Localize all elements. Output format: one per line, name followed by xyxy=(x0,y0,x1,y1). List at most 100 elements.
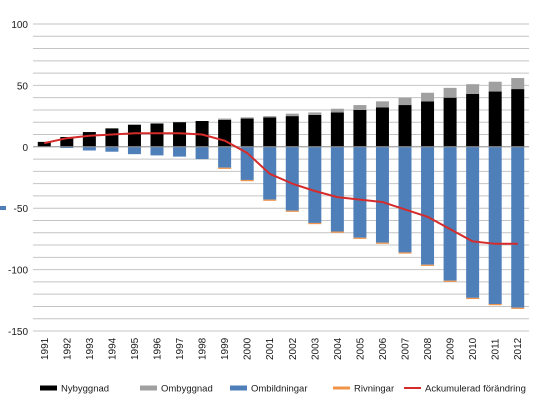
bar-ombildningar-1999 xyxy=(218,146,232,168)
bar-ombildningar-1998 xyxy=(195,146,209,160)
bar-ombildningar-2012 xyxy=(511,146,525,308)
y-tick-label: 100 xyxy=(11,20,28,31)
bar-nybyggnad-1991 xyxy=(37,141,51,147)
x-tick-label: 1994 xyxy=(107,337,118,360)
bar-rivningar-2009 xyxy=(443,280,457,282)
x-tick-label: 1992 xyxy=(62,337,73,360)
legend-label: Ombildningar xyxy=(251,384,308,395)
bar-ombildningar-2011 xyxy=(488,146,502,304)
x-tick-label: 2009 xyxy=(446,337,457,360)
bar-rivningar-2010 xyxy=(466,297,480,300)
bar-rivningar-2006 xyxy=(375,242,389,244)
bar-rivningar-2012 xyxy=(511,307,525,309)
bar-ombildningar-2006 xyxy=(375,146,389,243)
bar-ombyggnad-2004 xyxy=(330,108,344,113)
x-tick-label: 2001 xyxy=(265,337,276,360)
legend-swatch xyxy=(40,385,57,391)
bar-nybyggnad-2012 xyxy=(511,89,525,147)
legend-label: Rivningar xyxy=(354,384,394,395)
bar-nybyggnad-2008 xyxy=(421,101,435,147)
legend-swatch xyxy=(140,385,157,391)
bar-nybyggnad-2003 xyxy=(308,114,322,147)
x-tick-label: 2010 xyxy=(468,337,479,360)
bar-ombyggnad-2005 xyxy=(353,105,367,110)
x-tick-label: 1999 xyxy=(220,337,231,360)
bar-ombildningar-2005 xyxy=(353,146,367,238)
bar-nybyggnad-1996 xyxy=(150,123,164,147)
x-tick-label: 2000 xyxy=(243,337,254,360)
bar-ombyggnad-2010 xyxy=(466,84,480,94)
bar-ombildningar-2004 xyxy=(330,146,344,232)
bar-nybyggnad-1994 xyxy=(105,128,119,147)
x-tick-label: 1995 xyxy=(130,337,141,360)
x-tick-label: 2007 xyxy=(401,337,412,360)
bar-ombildningar-1995 xyxy=(127,146,141,155)
bar-ombyggnad-1999 xyxy=(218,118,232,120)
bar-nybyggnad-2006 xyxy=(375,107,389,147)
bar-ombildningar-2002 xyxy=(285,146,299,211)
bar-nybyggnad-2009 xyxy=(443,97,457,147)
bar-ombildningar-1997 xyxy=(173,146,187,157)
bar-rivningar-2011 xyxy=(488,303,502,306)
bar-nybyggnad-2011 xyxy=(488,91,502,147)
bar-rivningar-2008 xyxy=(421,264,435,266)
bar-rivningar-1999 xyxy=(218,167,232,169)
bar-ombildningar-1996 xyxy=(150,146,164,156)
bar-nybyggnad-2005 xyxy=(353,109,367,147)
y-tick-label: -100 xyxy=(8,266,28,277)
bar-nybyggnad-1993 xyxy=(82,132,96,147)
bar-rivningar-2002 xyxy=(285,210,299,212)
bar-nybyggnad-2004 xyxy=(330,112,344,147)
x-tick-label: 1991 xyxy=(40,337,51,360)
x-tick-label: 2005 xyxy=(355,337,366,360)
bar-ombyggnad-2011 xyxy=(488,81,502,92)
bar-ombildningar-2010 xyxy=(466,146,480,298)
bar-ombildningar-1993 xyxy=(82,146,96,151)
bar-nybyggnad-1992 xyxy=(60,136,74,147)
bar-rivningar-2004 xyxy=(330,231,344,233)
x-tick-label: 1993 xyxy=(85,337,96,360)
legend-label: Nybyggnad xyxy=(61,384,109,395)
x-tick-label: 2003 xyxy=(310,337,321,360)
bar-nybyggnad-2007 xyxy=(398,105,412,147)
legend: Nybyggnad Ombyggnad Ombildningar Rivningar A… xyxy=(40,384,526,395)
legend-swatch xyxy=(230,385,247,391)
y-tick-label: -150 xyxy=(8,327,28,338)
x-tick-label: 2011 xyxy=(491,338,502,360)
bar-ombildningar-2007 xyxy=(398,146,412,253)
bar-nybyggnad-2002 xyxy=(285,116,299,147)
x-tick-label: 2004 xyxy=(333,337,344,360)
bar-nybyggnad-2001 xyxy=(263,117,277,147)
bar-rivningar-2007 xyxy=(398,252,412,254)
bars xyxy=(37,78,525,309)
x-tick-label: 1998 xyxy=(198,337,209,360)
bar-nybyggnad-1997 xyxy=(173,122,187,147)
bar-ombyggnad-2006 xyxy=(375,101,389,108)
bar-nybyggnad-2010 xyxy=(466,93,480,147)
page-edge-marker xyxy=(0,206,6,210)
bar-ombyggnad-2000 xyxy=(240,117,254,119)
bar-ombyggnad-2009 xyxy=(443,87,457,98)
bar-ombildningar-1994 xyxy=(105,146,119,152)
x-tick-label: 2006 xyxy=(378,337,389,360)
bar-rivningar-2001 xyxy=(263,199,277,201)
series-line xyxy=(44,132,518,245)
bar-ombildningar-1992 xyxy=(60,146,74,149)
legend-swatch xyxy=(333,386,350,390)
x-tick-label: 2008 xyxy=(423,337,434,360)
bar-ombildningar-2009 xyxy=(443,146,457,281)
x-tick-label: 2002 xyxy=(288,337,299,360)
bar-nybyggnad-1995 xyxy=(127,124,141,147)
bar-ombyggnad-2003 xyxy=(308,112,322,115)
y-tick-label: -50 xyxy=(14,204,29,215)
bar-ombildningar-2003 xyxy=(308,146,322,223)
bar-ombyggnad-2001 xyxy=(263,116,277,118)
y-tick-label: 50 xyxy=(17,81,29,92)
bar-nybyggnad-2000 xyxy=(240,118,254,147)
bar-ombildningar-2008 xyxy=(421,146,435,265)
x-tick-label: 1996 xyxy=(153,337,164,360)
legend-swatch xyxy=(404,387,421,389)
legend-label: Ackumulerad förändring xyxy=(425,384,526,395)
